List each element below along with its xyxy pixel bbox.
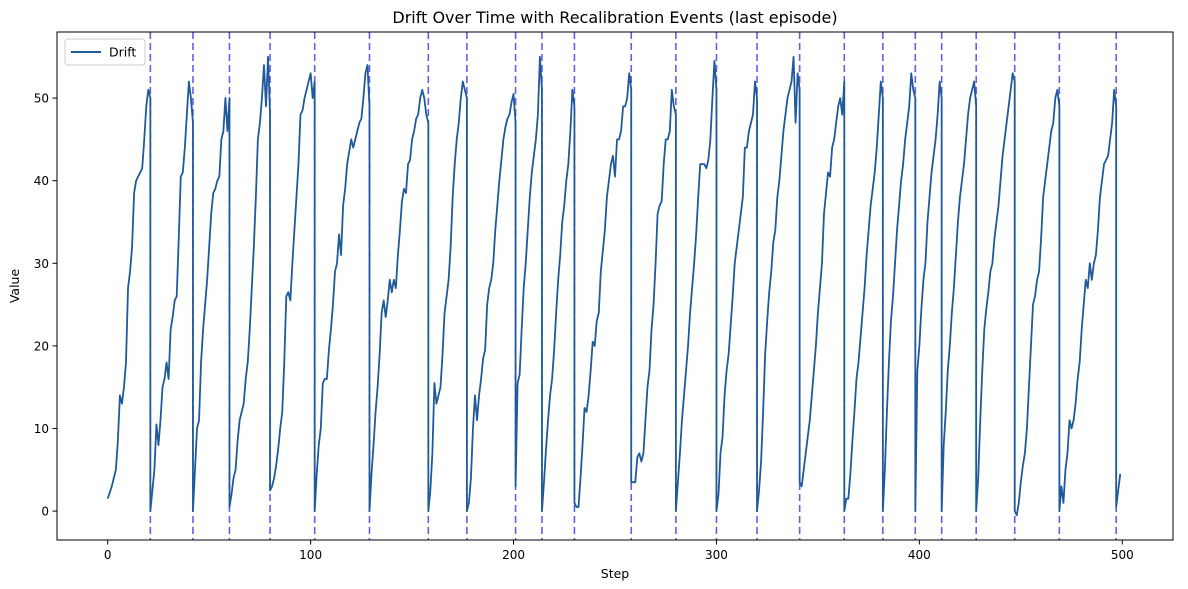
x-tick-label: 200 [502,548,525,562]
plot-area [57,32,1173,540]
x-tick-label: 0 [104,548,112,562]
legend-entry-drift: Drift [109,45,136,60]
chart-title: Drift Over Time with Recalibration Event… [392,8,837,27]
legend-box [64,38,146,66]
drift-line [106,55,1122,517]
x-tick-label: 500 [1111,548,1134,562]
x-axis-label: Step [601,566,630,581]
y-tick-label: 30 [34,257,49,271]
legend: Drift [64,38,146,66]
drift-series [106,55,1122,517]
x-axis-ticks: 0 100 200 300 400 500 [104,540,1134,562]
plot-frame [56,31,1174,541]
y-tick-label: 10 [34,422,49,436]
x-tick-label: 100 [299,548,322,562]
y-tick-label: 40 [34,174,49,188]
x-tick-label: 400 [908,548,931,562]
y-tick-label: 20 [34,339,49,353]
y-axis-label: Value [7,269,22,304]
x-tick-label: 300 [705,548,728,562]
y-tick-label: 0 [41,505,49,519]
y-tick-label: 50 [34,92,49,106]
y-axis-ticks: 0 10 20 30 40 50 [34,92,57,519]
